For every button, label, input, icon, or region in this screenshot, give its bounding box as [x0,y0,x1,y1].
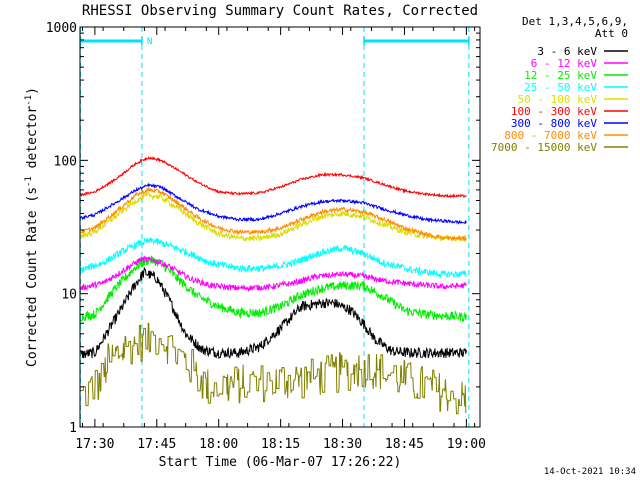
chart-title: RHESSI Observing Summary Count Rates, Co… [82,3,478,19]
x-tick-label-4: 18:30 [323,437,362,452]
y-tick-label-0: 1 [69,421,77,436]
series-line-3 [79,237,467,278]
legend-label-8: 7000 - 15000 keV [491,141,597,154]
y-tick-label-3: 1000 [46,21,77,36]
series-line-0 [80,267,467,359]
y-axis-label-main: Corrected Count Rate (s [25,187,40,367]
legend-label-4: 50 - 100 keV [518,93,598,106]
legend-label-5: 100 - 300 keV [511,105,597,118]
series-line-5 [79,155,467,199]
x-tick-label-1: 17:45 [137,437,176,452]
series-line-4 [79,191,467,243]
legend-label-0: 3 - 6 keV [537,45,597,58]
y-tick-label-1: 10 [61,288,77,303]
series-line-7 [79,186,467,242]
series-line-1 [79,255,467,293]
x-tick-label-6: 19:00 [447,437,486,452]
y-axis-label-mid: detector [25,106,40,177]
legend-label-6: 300 - 800 keV [511,117,597,130]
legend-label-7: 800 - 7000 keV [504,129,597,142]
y-axis-label-end: ) [25,87,40,95]
x-axis-label: Start Time (06-Mar-07 17:26:22) [159,455,402,470]
series-line-2 [79,255,467,323]
y-axis-label-sup2: -1 [24,95,34,106]
legend-label-2: 12 - 25 keV [524,69,597,82]
plot-frame [79,26,481,428]
footer-date: 14-Oct-2021 10:34 [544,467,636,477]
night-bar-label: N [147,37,152,47]
x-tick-label-3: 18:15 [261,437,300,452]
series-line-6 [79,182,467,225]
y-tick-label-2: 100 [54,154,77,169]
x-tick-label-0: 17:30 [75,437,114,452]
y-axis-label-sup1: -1 [24,176,34,187]
y-axis-label: Corrected Count Rate (s-1 detector-1) [24,87,40,367]
legend-label-3: 25 - 50 keV [524,81,597,94]
x-tick-label-2: 18:00 [199,437,238,452]
series-line-8 [80,322,467,415]
legend-header-1: Att 0 [595,27,628,40]
legend-header-0: Det 1,3,4,5,6,9, [522,15,628,28]
x-tick-label-5: 18:45 [385,437,424,452]
legend-label-1: 6 - 12 keV [531,57,598,70]
